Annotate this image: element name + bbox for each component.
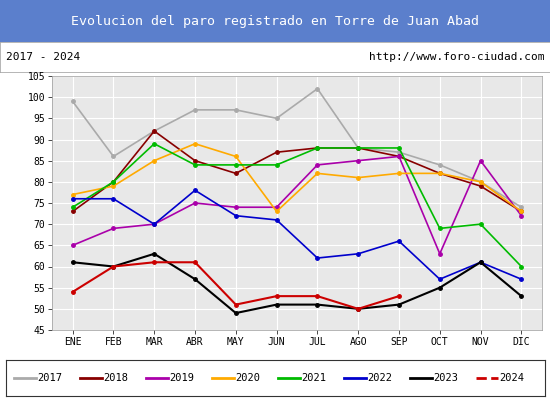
Text: 2019: 2019 (169, 373, 194, 383)
Text: Evolucion del paro registrado en Torre de Juan Abad: Evolucion del paro registrado en Torre d… (71, 14, 479, 28)
Text: 2023: 2023 (433, 373, 459, 383)
Text: http://www.foro-ciudad.com: http://www.foro-ciudad.com (369, 52, 544, 62)
Text: 2017: 2017 (37, 373, 62, 383)
Text: 2024: 2024 (499, 373, 525, 383)
Text: 2017 - 2024: 2017 - 2024 (6, 52, 80, 62)
Text: 2018: 2018 (103, 373, 128, 383)
Text: 2021: 2021 (301, 373, 326, 383)
Text: 2022: 2022 (367, 373, 393, 383)
Text: 2020: 2020 (235, 373, 260, 383)
